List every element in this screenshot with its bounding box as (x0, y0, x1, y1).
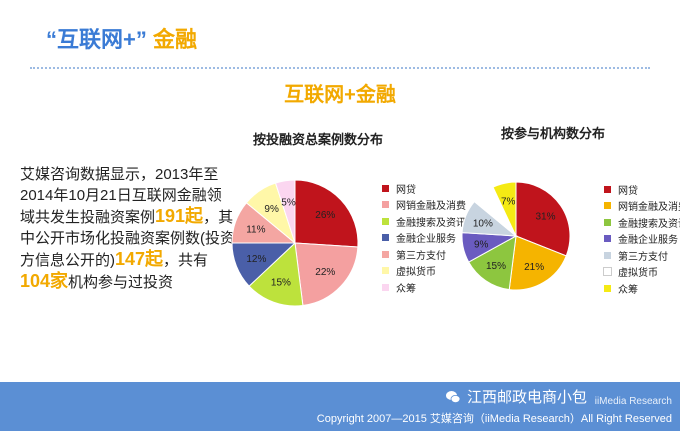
legend-item: 众筹 (382, 279, 466, 296)
slide-title-quoted: “互联网+” (46, 27, 147, 52)
legend-swatch (382, 234, 389, 242)
slice-3 (248, 241, 304, 307)
wechat-icon (446, 390, 461, 403)
legend-item: 金融搜索及资讯 (604, 214, 680, 231)
legend-swatch (604, 202, 611, 210)
legend-label: 网销金融及消费 (618, 202, 680, 214)
legend-label: 金融搜索及资讯 (396, 217, 466, 229)
summary-text-2: ，其中公开市场化投融资案例数(投资方信息公开的) (20, 209, 235, 269)
legend-swatch (603, 267, 612, 277)
watermark-text: 江西邮政电商小包 (467, 389, 588, 406)
slice-2 (508, 235, 567, 291)
legend-item: 虚拟货币 (603, 264, 680, 281)
legend-label: 众筹 (618, 284, 638, 296)
legend-swatch (382, 217, 389, 225)
footer-bar: Copyright 2007—2015 艾媒咨询（iiMedia Researc… (0, 382, 680, 431)
slide-title-highlight: 金融 (152, 27, 197, 52)
legend-label: 众筹 (396, 283, 416, 295)
summary-text-1: 艾媒咨询数据显示，2013年至2014年10月21日互联网金融领域共发生投融资案… (20, 166, 222, 226)
summary-institution-count: 104家 (20, 271, 69, 291)
slice-label-5: 11% (246, 224, 265, 235)
legend-swatch (604, 218, 611, 226)
dotted-divider (30, 67, 650, 69)
slice-label-2: 21% (524, 262, 544, 273)
legend-label: 虚拟货币 (396, 267, 436, 279)
legend-swatch (382, 184, 389, 192)
watermark-subtext: iiMedia Research (594, 396, 672, 407)
summary-text-3: ，共有 (163, 252, 209, 269)
slice-label-7: 5% (281, 197, 296, 208)
slice-label-2: 22% (315, 267, 335, 278)
legend-item: 网销金融及消费 (382, 197, 466, 214)
legend-label: 网贷 (396, 184, 416, 196)
legend-swatch (382, 283, 389, 291)
legend-label: 虚拟货币 (618, 268, 658, 280)
summary-public-deal-count: 147起 (115, 249, 164, 269)
legend-label: 网贷 (618, 185, 638, 197)
chart1-pie: 26% 22% 15% 12% 11% 9%5% (231, 179, 359, 307)
legend-swatch (382, 267, 389, 275)
legend-label: 第三方支付 (396, 250, 446, 262)
chart1-legend: 网贷网销金融及消费 金融搜索及资讯 金融企业服务 第三方支付虚拟货币众筹 (382, 180, 466, 296)
section-subtitle: 互联网+金融 (284, 84, 396, 106)
legend-swatch (604, 235, 611, 243)
legend-item: 金融搜索及资讯 (382, 213, 466, 230)
legend-item: 第三方支付 (382, 246, 466, 263)
slice-label-6: 9% (264, 204, 279, 215)
slice-label-3: 15% (486, 261, 506, 272)
legend-item: 金融企业服务 (604, 231, 680, 248)
slice-7 (492, 181, 517, 237)
legend-label: 金融企业服务 (618, 235, 678, 247)
legend-item: 网贷 (604, 181, 680, 198)
slice-label-5: 10% (473, 218, 493, 229)
legend-swatch (604, 284, 611, 292)
slide-title: “互联网+” 金融 (46, 22, 197, 54)
slice-label-3: 15% (271, 278, 291, 289)
watermark: 江西邮政电商小包 (445, 386, 587, 407)
legend-item: 网销金融及消费 (604, 198, 680, 215)
chart2-pie: 31% 21% 15% 9% 10% 7% (461, 181, 571, 291)
legend-item: 虚拟货币 (382, 263, 466, 280)
legend-item: 第三方支付 (604, 247, 680, 264)
slice-label-4: 12% (246, 254, 266, 265)
slice-1 (294, 179, 359, 248)
legend-swatch (604, 251, 611, 259)
legend-swatch (604, 185, 611, 193)
summary-text-4: 机构参与过投资 (68, 274, 174, 291)
summary-text: 艾媒咨询数据显示，2013年至2014年10月21日互联网金融领域共发生投融资案… (20, 164, 235, 293)
legend-label: 第三方支付 (618, 251, 668, 263)
legend-swatch (382, 201, 389, 209)
slice-label-1: 31% (535, 211, 555, 222)
legend-item: 金融企业服务 (382, 230, 466, 247)
slice-7 (274, 179, 296, 244)
legend-item: 网贷 (382, 180, 466, 197)
summary-deal-count: 191起 (155, 206, 204, 226)
slice-label-7: 7% (501, 197, 516, 208)
legend-item: 众筹 (604, 280, 680, 297)
slice-3 (468, 235, 517, 291)
legend-label: 金融搜索及资讯 (618, 218, 680, 230)
slice-1 (515, 181, 571, 257)
copyright-text: Copyright 2007—2015 艾媒咨询（iiMedia Researc… (316, 413, 672, 425)
slice-label-4: 9% (474, 239, 489, 250)
legend-label: 网销金融及消费 (396, 201, 466, 213)
legend-label: 金融企业服务 (396, 234, 456, 246)
chart1-title: 按投融资总案例数分布 (253, 132, 384, 147)
slice-2 (294, 242, 359, 307)
legend-swatch (382, 250, 389, 258)
slice-label-1: 26% (315, 210, 335, 221)
chart2-title: 按参与机构数分布 (501, 126, 606, 141)
